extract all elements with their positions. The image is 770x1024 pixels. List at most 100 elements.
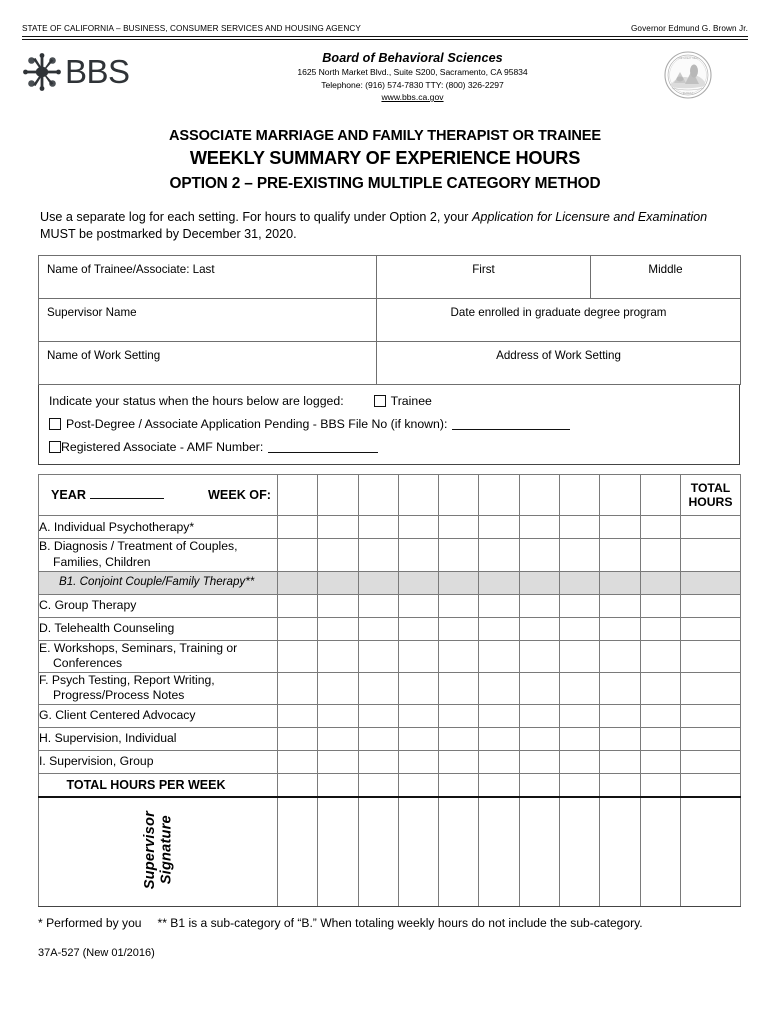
hours-cell[interactable] [478,538,520,572]
hours-cell[interactable] [559,616,601,641]
grand-total-cell[interactable] [679,773,741,798]
field-work-setting-address[interactable]: Address of Work Setting [376,341,741,386]
hours-cell[interactable] [639,639,681,673]
weekly-total-cell[interactable] [276,773,319,798]
hours-cell[interactable] [317,639,359,673]
hours-cell[interactable] [397,570,440,595]
hours-cell[interactable] [639,515,681,540]
row-total-cell[interactable] [679,515,741,540]
hours-cell[interactable] [478,616,520,641]
hours-cell[interactable] [639,616,681,641]
hours-cell[interactable] [639,593,681,618]
weekly-total-cell[interactable] [397,773,440,798]
hours-cell[interactable] [397,538,440,572]
hours-cell[interactable] [438,671,480,706]
hours-cell[interactable] [357,750,399,774]
hours-cell[interactable] [438,727,480,751]
hours-cell[interactable] [357,616,399,641]
hours-cell[interactable] [518,671,561,706]
hours-cell[interactable] [317,593,359,618]
hours-cell[interactable] [478,515,520,540]
signature-cell[interactable] [559,796,601,907]
hours-cell[interactable] [478,593,520,618]
hours-cell[interactable] [276,727,319,751]
hours-cell[interactable] [276,593,319,618]
hours-cell[interactable] [599,727,641,751]
hours-cell[interactable] [639,750,681,774]
hours-cell[interactable] [599,750,641,774]
row-total-cell[interactable] [679,593,741,618]
row-total-cell[interactable] [679,639,741,673]
checkbox-trainee[interactable] [373,395,386,408]
signature-cell[interactable] [397,796,440,907]
hours-cell[interactable] [357,570,399,595]
hours-cell[interactable] [599,538,641,572]
hours-cell[interactable] [397,639,440,673]
week-header-cell-10[interactable] [639,474,681,517]
hours-cell[interactable] [317,538,359,572]
hours-cell[interactable] [438,639,480,673]
hours-cell[interactable] [276,671,319,706]
week-header-cell-2[interactable] [317,474,359,517]
hours-cell[interactable] [438,616,480,641]
hours-cell[interactable] [438,570,480,595]
hours-cell[interactable] [599,515,641,540]
hours-cell[interactable] [357,538,399,572]
hours-cell[interactable] [478,570,520,595]
hours-cell[interactable] [397,616,440,641]
hours-cell[interactable] [276,750,319,774]
signature-cell[interactable] [438,796,480,907]
hours-cell[interactable] [397,593,440,618]
hours-cell[interactable] [317,727,359,751]
hours-cell[interactable] [276,570,319,595]
hours-cell[interactable] [599,639,641,673]
hours-cell[interactable] [478,704,520,728]
hours-cell[interactable] [317,750,359,774]
hours-cell[interactable] [438,704,480,728]
week-header-cell-3[interactable] [357,474,399,517]
hours-cell[interactable] [559,515,601,540]
hours-cell[interactable] [599,593,641,618]
signature-cell[interactable] [599,796,641,907]
hours-cell[interactable] [478,727,520,751]
hours-cell[interactable] [438,750,480,774]
checkbox-post-degree[interactable] [49,418,61,431]
hours-cell[interactable] [276,639,319,673]
hours-cell[interactable] [397,704,440,728]
hours-cell[interactable] [397,515,440,540]
hours-cell[interactable] [317,671,359,706]
hours-cell[interactable] [357,639,399,673]
hours-cell[interactable] [276,515,319,540]
hours-cell[interactable] [357,704,399,728]
hours-cell[interactable] [357,515,399,540]
hours-cell[interactable] [559,727,601,751]
hours-cell[interactable] [397,750,440,774]
hours-cell[interactable] [599,616,641,641]
hours-cell[interactable] [639,727,681,751]
weekly-total-cell[interactable] [639,773,681,798]
field-name-middle[interactable]: Middle [590,255,741,300]
field-work-setting-name[interactable]: Name of Work Setting [38,341,377,386]
field-name-first[interactable]: First [376,255,591,300]
hours-cell[interactable] [559,593,601,618]
hours-cell[interactable] [478,671,520,706]
hours-cell[interactable] [599,570,641,595]
hours-cell[interactable] [317,570,359,595]
row-total-cell[interactable] [679,750,741,774]
signature-cell[interactable] [276,796,319,907]
signature-cell[interactable] [317,796,359,907]
hours-cell[interactable] [559,704,601,728]
signature-cell[interactable] [639,796,681,907]
week-header-cell-5[interactable] [438,474,480,517]
signature-cell[interactable] [478,796,520,907]
weekly-total-cell[interactable] [599,773,641,798]
row-total-cell[interactable] [679,727,741,751]
hours-cell[interactable] [438,538,480,572]
weekly-total-cell[interactable] [559,773,601,798]
hours-cell[interactable] [518,704,561,728]
week-header-cell-1[interactable] [276,474,319,517]
hours-cell[interactable] [276,616,319,641]
week-header-cell-7[interactable] [518,474,561,517]
hours-cell[interactable] [317,704,359,728]
hours-cell[interactable] [397,671,440,706]
